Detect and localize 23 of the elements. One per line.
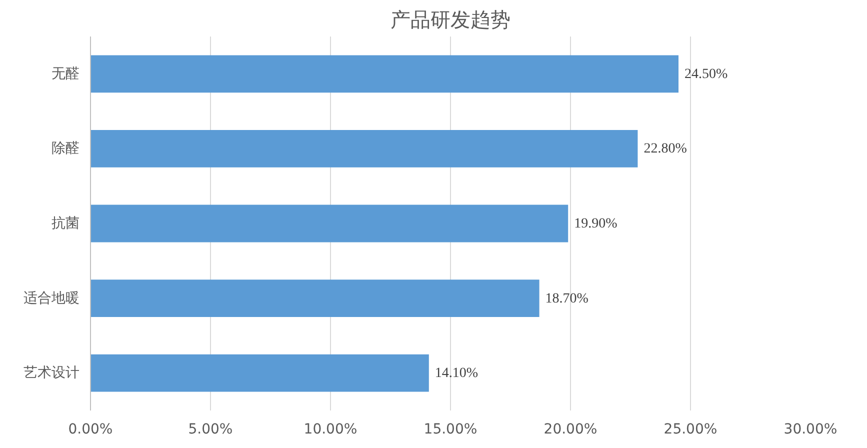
y-tick-label: 适合地暖 — [24, 290, 80, 306]
bar — [90, 130, 638, 168]
data-label: 18.70% — [545, 291, 589, 306]
y-tick-label: 无醛 — [52, 66, 80, 82]
x-tick-label: 15.00% — [424, 422, 478, 438]
bar — [90, 204, 568, 242]
data-label: 19.90% — [574, 216, 618, 232]
data-label: 14.10% — [434, 366, 478, 382]
bar — [90, 280, 540, 317]
data-label: 22.80% — [644, 142, 688, 157]
data-label: 24.50% — [684, 66, 728, 82]
x-tick-label: 5.00% — [188, 422, 233, 438]
y-tick-label: 除醛 — [52, 140, 80, 157]
x-tick-label: 20.00% — [544, 422, 598, 438]
bar — [90, 354, 429, 392]
x-tick-label: 0.00% — [68, 422, 113, 438]
bar — [90, 55, 678, 93]
chart-title: 产品研发趋势 — [390, 8, 510, 32]
x-tick-label: 30.00% — [784, 422, 838, 438]
x-tick-label: 25.00% — [664, 422, 718, 438]
x-tick-label: 10.00% — [304, 422, 358, 438]
y-tick-label: 艺术设计 — [24, 365, 80, 382]
y-tick-label: 抗菌 — [52, 216, 80, 232]
